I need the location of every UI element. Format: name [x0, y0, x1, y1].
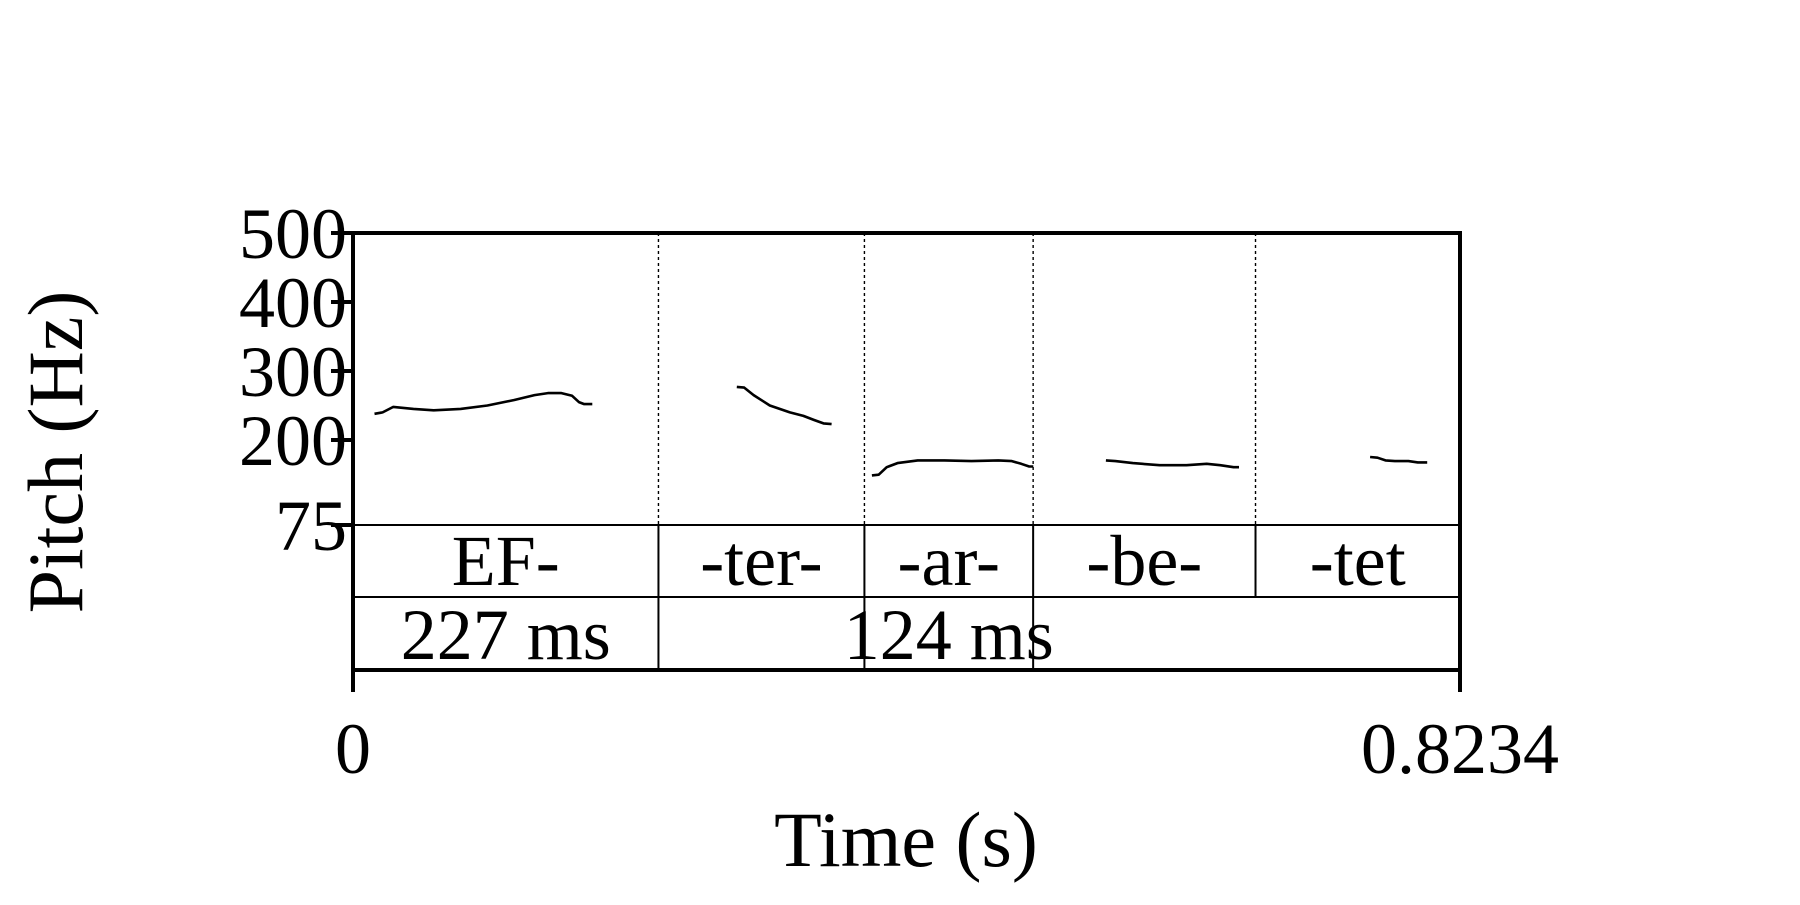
- syllable-label: -be-: [1086, 521, 1202, 601]
- y-tick-label: 75: [275, 486, 347, 566]
- y-tick-label: 300: [239, 332, 347, 412]
- pitch-segment: [374, 391, 593, 416]
- syllable-label: -tet: [1310, 521, 1406, 601]
- syllable-label: EF-: [452, 521, 560, 601]
- x-tick-label-start: 0: [335, 709, 371, 789]
- syllable-label: -ter-: [700, 521, 822, 601]
- syllable-label: -ar-: [898, 521, 1000, 601]
- annotation-tiers: EF- -ter- -ar- -be- -tet 227 ms 124 ms: [401, 521, 1406, 675]
- y-tick-label: 400: [239, 263, 347, 343]
- pitch-segment: [871, 459, 1034, 477]
- y-tick-label: 500: [239, 194, 347, 274]
- syllable-boundaries: [657, 233, 1257, 670]
- pitch-segment: [1105, 459, 1239, 469]
- pitch-segment: [1369, 455, 1428, 464]
- x-axis-label: Time (s): [774, 796, 1038, 883]
- y-tick-label: 200: [239, 401, 347, 481]
- duration-label: 227 ms: [401, 595, 611, 675]
- duration-label: 124 ms: [844, 595, 1054, 675]
- y-axis-label: Pitch (Hz): [12, 291, 99, 614]
- x-tick-label-end: 0.8234: [1361, 709, 1559, 789]
- plot-frame: [351, 231, 1462, 672]
- pitch-segment: [736, 385, 832, 426]
- pitch-contour: [374, 385, 1428, 477]
